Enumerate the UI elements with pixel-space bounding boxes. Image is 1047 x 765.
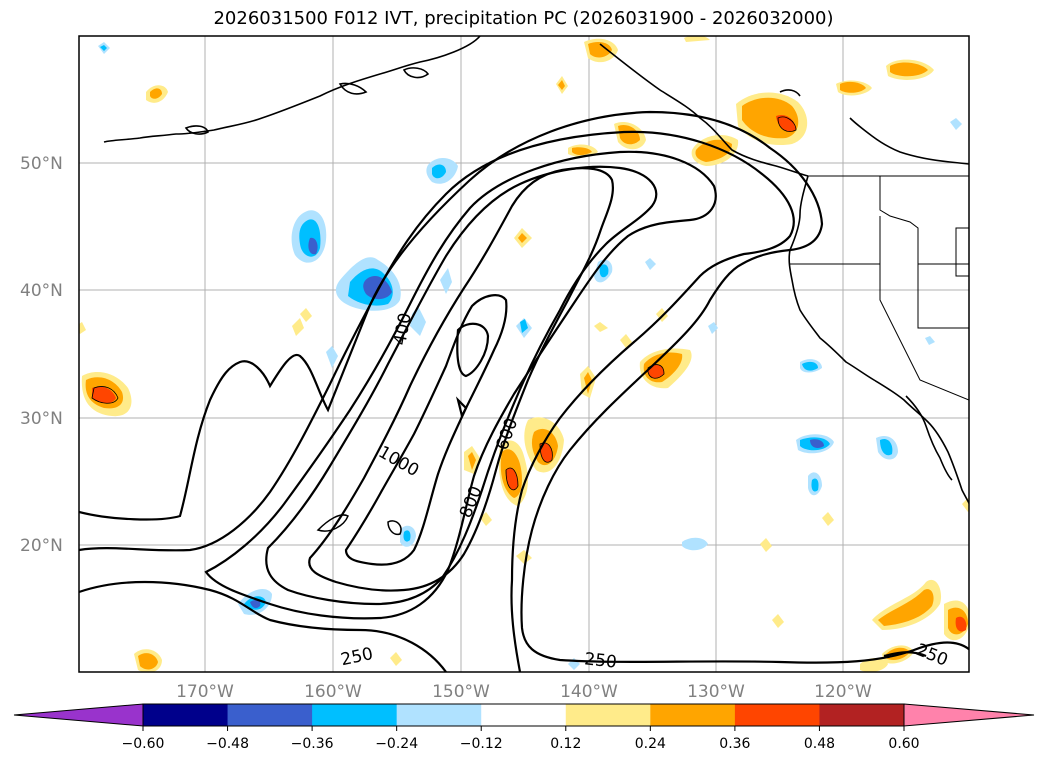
contour-label-250-b: 250 bbox=[583, 649, 617, 672]
colorbar-extend-high bbox=[903, 703, 1035, 727]
colorbar-segment bbox=[565, 704, 651, 726]
lon-label-150w: 150°W bbox=[432, 682, 490, 702]
ivt-contours bbox=[79, 110, 969, 672]
lat-label-20n: 20°N bbox=[20, 536, 63, 556]
colorbar-segment bbox=[396, 704, 482, 726]
colorbar-segment bbox=[819, 704, 905, 726]
colorbar-tick-label: 0.48 bbox=[804, 736, 835, 752]
lon-label-170w: 170°W bbox=[176, 682, 234, 702]
na-west-coast bbox=[788, 175, 969, 505]
ivt-contour-250-lower bbox=[79, 580, 447, 672]
lat-label-50n: 50°N bbox=[20, 154, 63, 174]
lon-label-130w: 130°W bbox=[687, 682, 745, 702]
lon-label-160w: 160°W bbox=[304, 682, 362, 702]
lon-label-120w: 120°W bbox=[814, 682, 872, 702]
colorbar-tick-label: 0.24 bbox=[635, 736, 666, 752]
lon-label-140w: 140°W bbox=[560, 682, 618, 702]
borders bbox=[790, 175, 969, 401]
colorbar: −0.60 −0.48 −0.36 −0.24 −0.12 0.12 0.24 0.36 0.4… bbox=[13, 703, 1035, 752]
ivt-contour-600 bbox=[265, 165, 658, 606]
colorbar-segment bbox=[227, 704, 313, 726]
lat-label-30n: 30°N bbox=[20, 409, 63, 429]
colorbar-frame bbox=[142, 703, 905, 727]
map-title: 2026031500 F012 IVT, precipitation PC (2… bbox=[213, 8, 834, 29]
colorbar-segment bbox=[734, 704, 820, 726]
lat-axis: 50°N 40°N 30°N 20°N bbox=[20, 154, 63, 556]
colorbar-tick-label: −0.24 bbox=[375, 736, 418, 752]
colorbar-segment bbox=[650, 704, 736, 726]
alaska-coast bbox=[103, 36, 481, 143]
colorbar-tick-label: 0.36 bbox=[719, 736, 750, 752]
colorbar-tick-label: 0.12 bbox=[550, 736, 581, 752]
ivt-contour-800 bbox=[308, 167, 614, 592]
colorbar-segment bbox=[481, 704, 567, 726]
lon-axis: 170°W 160°W 150°W 140°W 130°W 120°W bbox=[176, 682, 872, 702]
colorbar-tick-label: −0.48 bbox=[206, 736, 249, 752]
ivt-contour-400 bbox=[79, 130, 795, 672]
colorbar-tick-label: −0.36 bbox=[291, 736, 334, 752]
colorbar-extend-low bbox=[13, 703, 144, 727]
ivt-contour-400-inner bbox=[204, 150, 717, 620]
precip-negative-blobs bbox=[98, 42, 962, 670]
plot-frame bbox=[78, 35, 970, 673]
colorbar-tick-label: 0.60 bbox=[888, 736, 919, 752]
coastlines bbox=[103, 36, 969, 505]
ivt-contour-250-outer bbox=[79, 110, 969, 664]
lat-label-40n: 40°N bbox=[20, 281, 63, 301]
colorbar-tick-label: −0.12 bbox=[460, 736, 503, 752]
colorbar-tick-label: −0.60 bbox=[122, 736, 165, 752]
colorbar-segment bbox=[312, 704, 398, 726]
ivt-contour-250-se bbox=[883, 651, 927, 658]
ivt-contour-1000 bbox=[344, 294, 508, 566]
colorbar-segment bbox=[143, 704, 229, 726]
